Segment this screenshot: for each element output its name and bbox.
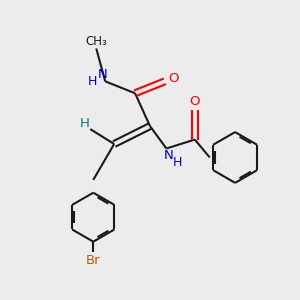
Text: O: O bbox=[190, 95, 200, 108]
Text: Br: Br bbox=[86, 254, 100, 267]
Text: H: H bbox=[80, 117, 90, 130]
Text: H: H bbox=[173, 156, 182, 169]
Text: H: H bbox=[88, 75, 98, 88]
Text: O: O bbox=[168, 72, 178, 85]
Text: N: N bbox=[98, 68, 108, 81]
Text: CH₃: CH₃ bbox=[85, 34, 107, 47]
Text: N: N bbox=[164, 148, 174, 162]
